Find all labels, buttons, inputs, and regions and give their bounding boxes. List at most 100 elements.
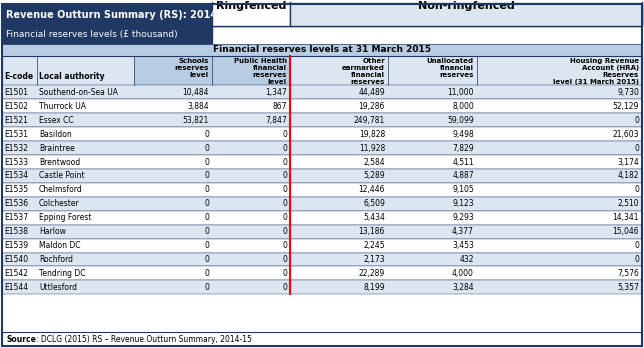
Text: E-code: E-code [4,72,33,81]
Text: E1531: E1531 [4,130,28,139]
Text: 2,173: 2,173 [363,255,385,264]
Text: 0: 0 [282,269,287,278]
Text: 13,186: 13,186 [359,227,385,236]
Text: 0: 0 [204,255,209,264]
Text: 0: 0 [282,158,287,167]
Text: Unallocated
financial
reserves: Unallocated financial reserves [427,58,474,78]
FancyBboxPatch shape [388,56,477,86]
Text: 0: 0 [204,185,209,195]
Text: 0: 0 [282,144,287,153]
Text: E1535: E1535 [4,185,28,195]
Text: Ringfenced: Ringfenced [216,1,286,11]
Text: 0: 0 [282,199,287,208]
Text: Non-ringfenced: Non-ringfenced [417,1,515,11]
Text: 8,000: 8,000 [452,102,474,111]
FancyBboxPatch shape [134,56,290,86]
Text: Braintree: Braintree [39,144,75,153]
Text: Southend-on-Sea UA: Southend-on-Sea UA [39,88,118,97]
Text: 7,847: 7,847 [265,116,287,125]
FancyBboxPatch shape [2,44,642,56]
Text: 15,046: 15,046 [612,227,639,236]
Text: Basildon: Basildon [39,130,71,139]
Text: Uttlesford: Uttlesford [39,283,77,292]
Text: E1537: E1537 [4,213,28,222]
Text: 0: 0 [204,213,209,222]
Text: Harlow: Harlow [39,227,66,236]
Text: E1536: E1536 [4,199,28,208]
Text: Source: Source [6,334,36,343]
Text: 0: 0 [282,213,287,222]
Text: 0: 0 [634,185,639,195]
Text: Financial reserves levels (£ thousand): Financial reserves levels (£ thousand) [6,30,178,39]
Text: 0: 0 [282,255,287,264]
Text: 52,129: 52,129 [612,102,639,111]
Text: Other
earmarked
financial
reserves: Other earmarked financial reserves [342,58,385,85]
Text: 0: 0 [282,283,287,292]
Text: 14,341: 14,341 [612,213,639,222]
Text: Chelmsford: Chelmsford [39,185,82,195]
Text: 0: 0 [204,144,209,153]
FancyBboxPatch shape [134,56,212,86]
Text: Maldon DC: Maldon DC [39,241,80,250]
Text: 22,289: 22,289 [359,269,385,278]
Text: 3,884: 3,884 [187,102,209,111]
Text: 4,182: 4,182 [618,172,639,181]
FancyBboxPatch shape [2,183,642,197]
FancyBboxPatch shape [2,267,642,280]
Text: Thurrock UA: Thurrock UA [39,102,86,111]
Text: E1521: E1521 [4,116,28,125]
Text: Revenue Outturn Summary (RS): 2014-15: Revenue Outturn Summary (RS): 2014-15 [6,10,234,20]
Text: Tendring DC: Tendring DC [39,269,86,278]
Text: 0: 0 [204,269,209,278]
FancyBboxPatch shape [2,197,642,211]
Text: 2,584: 2,584 [363,158,385,167]
FancyBboxPatch shape [2,86,642,100]
Text: 9,498: 9,498 [452,130,474,139]
Text: E1534: E1534 [4,172,28,181]
Text: Schools
reserves
level: Schools reserves level [175,58,209,78]
FancyBboxPatch shape [2,56,37,86]
Text: 0: 0 [634,241,639,250]
Text: 1,347: 1,347 [265,88,287,97]
Text: 9,730: 9,730 [617,88,639,97]
FancyBboxPatch shape [2,26,212,44]
Text: 0: 0 [204,227,209,236]
Text: 7,576: 7,576 [617,269,639,278]
Text: Rochford: Rochford [39,255,73,264]
Text: Financial reserves levels at 31 March 2015: Financial reserves levels at 31 March 20… [213,45,431,54]
FancyBboxPatch shape [2,127,642,141]
Text: 10,484: 10,484 [182,88,209,97]
FancyBboxPatch shape [2,141,642,155]
Text: E1544: E1544 [4,283,28,292]
Text: 3,284: 3,284 [452,283,474,292]
Text: Brentwood: Brentwood [39,158,80,167]
FancyBboxPatch shape [2,280,642,294]
Text: 12,446: 12,446 [359,185,385,195]
Text: 0: 0 [282,227,287,236]
Text: 53,821: 53,821 [183,116,209,125]
FancyBboxPatch shape [2,4,642,26]
FancyBboxPatch shape [2,332,642,346]
Text: E1540: E1540 [4,255,28,264]
FancyBboxPatch shape [2,211,642,225]
Text: 8,199: 8,199 [363,283,385,292]
Text: Local authority: Local authority [39,72,104,81]
Text: Housing Revenue
Account (HRA)
Reserves
level (31 March 2015): Housing Revenue Account (HRA) Reserves l… [553,58,639,85]
Text: 4,377: 4,377 [452,227,474,236]
Text: 3,174: 3,174 [617,158,639,167]
Text: 0: 0 [634,116,639,125]
FancyBboxPatch shape [477,56,642,86]
Text: 0: 0 [282,130,287,139]
FancyBboxPatch shape [2,113,642,127]
Text: E1532: E1532 [4,144,28,153]
Text: 2,510: 2,510 [618,199,639,208]
Text: 0: 0 [282,185,287,195]
Text: 4,887: 4,887 [452,172,474,181]
Text: 4,000: 4,000 [452,269,474,278]
Text: E1539: E1539 [4,241,28,250]
Text: : DCLG (2015) RS – Revenue Outturn Summary, 2014-15: : DCLG (2015) RS – Revenue Outturn Summa… [36,334,252,343]
Text: 5,357: 5,357 [617,283,639,292]
FancyBboxPatch shape [2,225,642,239]
Text: 19,286: 19,286 [359,102,385,111]
Text: 0: 0 [204,283,209,292]
